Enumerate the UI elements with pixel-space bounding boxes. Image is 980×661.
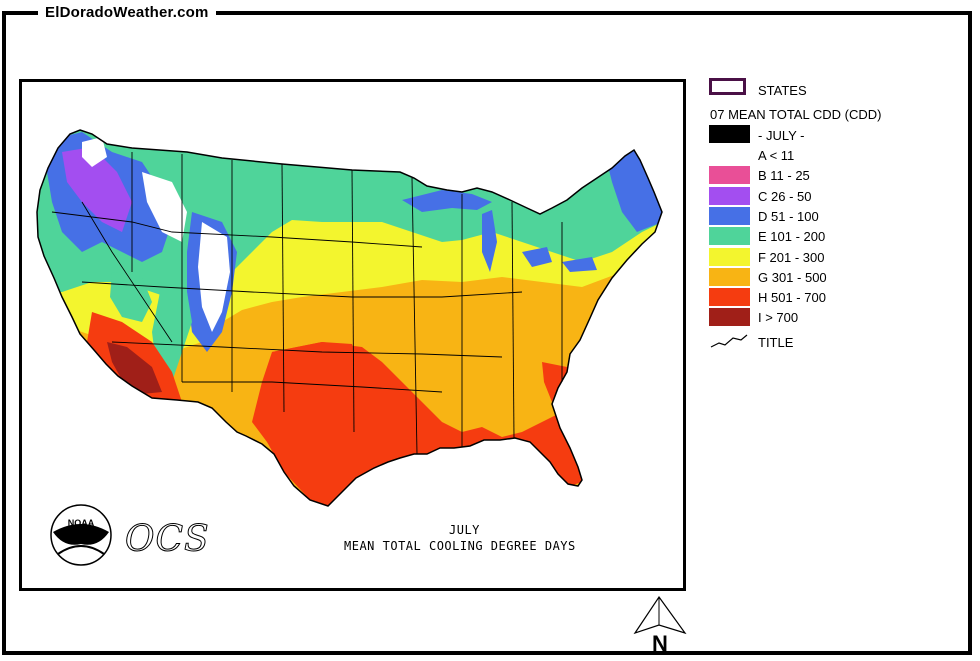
- cdd-map: [36, 129, 663, 507]
- legend-swatch-f: [709, 247, 750, 266]
- states-swatch: [709, 78, 746, 95]
- noaa-logo: NOAA: [50, 504, 112, 566]
- legend-swatch-b: [709, 166, 750, 185]
- legend-class-label: E 101 - 200: [758, 229, 826, 245]
- north-arrow-icon: N: [633, 595, 687, 655]
- legend-states-label: STATES: [758, 83, 807, 98]
- legend-swatch-c: [709, 186, 750, 205]
- legend-month-label: - JULY -: [758, 128, 805, 143]
- legend-class-label: G 301 - 500: [758, 269, 827, 285]
- legend-swatch-e: [709, 227, 750, 246]
- noaa-logo-text: NOAA: [68, 518, 95, 528]
- map-frame: NOAA OCS JULY MEAN TOTAL COOLING DEGREE …: [19, 79, 686, 591]
- legend-class-label: H 501 - 700: [758, 290, 826, 306]
- legend-class-label: D 51 - 100: [758, 208, 819, 224]
- title-line-icon: [710, 334, 748, 348]
- north-label: N: [652, 631, 668, 655]
- ocs-logo: OCS: [125, 519, 210, 561]
- map-caption-title: MEAN TOTAL COOLING DEGREE DAYS: [344, 539, 576, 553]
- legend-swatch-h: [709, 288, 750, 307]
- outer-frame: [2, 11, 972, 655]
- site-title: ElDoradoWeather.com: [38, 4, 216, 21]
- legend-class-label: A < 11: [758, 148, 795, 163]
- legend-layer-title: 07 MEAN TOTAL CDD (CDD): [710, 107, 882, 122]
- legend-class-label: F 201 - 300: [758, 249, 825, 265]
- legend-class-label: B 11 - 25: [758, 168, 810, 184]
- month-swatch: [709, 125, 750, 143]
- legend-swatch-a: [709, 146, 750, 164]
- legend-class-label: C 26 - 50: [758, 188, 812, 204]
- legend-swatch-g: [709, 267, 750, 286]
- map-caption-month: JULY: [449, 523, 480, 537]
- legend-title-label: TITLE: [758, 335, 794, 350]
- legend-swatch-i: [709, 308, 750, 327]
- legend-class-label: I > 700: [758, 310, 799, 326]
- legend-swatch-d: [709, 206, 750, 225]
